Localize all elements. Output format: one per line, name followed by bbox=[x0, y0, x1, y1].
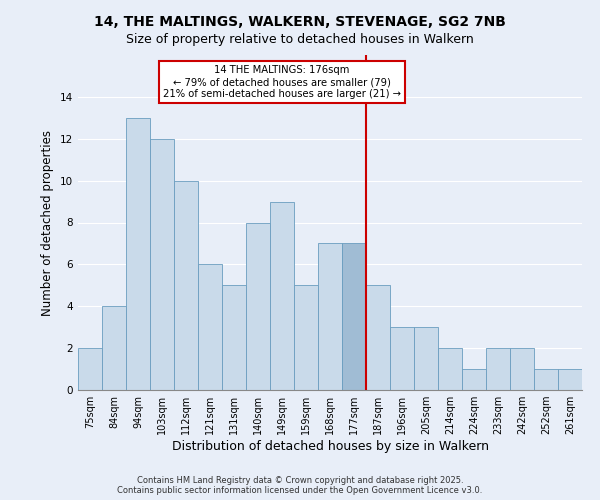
Bar bbox=[174, 180, 198, 390]
Bar bbox=[558, 369, 582, 390]
X-axis label: Distribution of detached houses by size in Walkern: Distribution of detached houses by size … bbox=[172, 440, 488, 453]
Bar bbox=[534, 369, 558, 390]
Bar bbox=[318, 244, 342, 390]
Bar bbox=[150, 138, 174, 390]
Bar bbox=[78, 348, 102, 390]
Text: 14 THE MALTINGS: 176sqm
← 79% of detached houses are smaller (79)
21% of semi-de: 14 THE MALTINGS: 176sqm ← 79% of detache… bbox=[163, 66, 401, 98]
Bar bbox=[270, 202, 294, 390]
Bar bbox=[486, 348, 510, 390]
Bar bbox=[414, 327, 438, 390]
Bar bbox=[462, 369, 486, 390]
Bar bbox=[126, 118, 150, 390]
Text: 14, THE MALTINGS, WALKERN, STEVENAGE, SG2 7NB: 14, THE MALTINGS, WALKERN, STEVENAGE, SG… bbox=[94, 15, 506, 29]
Bar bbox=[438, 348, 462, 390]
Bar bbox=[342, 244, 366, 390]
Bar bbox=[102, 306, 126, 390]
Text: Contains HM Land Registry data © Crown copyright and database right 2025.
Contai: Contains HM Land Registry data © Crown c… bbox=[118, 476, 482, 495]
Bar bbox=[510, 348, 534, 390]
Bar bbox=[198, 264, 222, 390]
Y-axis label: Number of detached properties: Number of detached properties bbox=[41, 130, 55, 316]
Text: Size of property relative to detached houses in Walkern: Size of property relative to detached ho… bbox=[126, 32, 474, 46]
Bar bbox=[294, 286, 318, 390]
Bar bbox=[390, 327, 414, 390]
Bar bbox=[222, 286, 246, 390]
Bar bbox=[366, 286, 390, 390]
Bar bbox=[246, 222, 270, 390]
